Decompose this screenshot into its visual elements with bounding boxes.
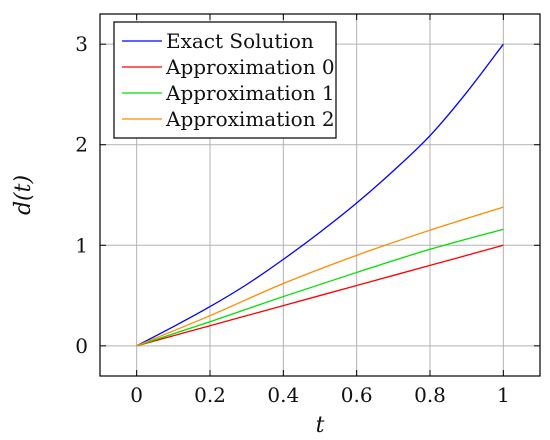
tick-marks <box>100 14 540 376</box>
x-tick-labels: 0 0.2 0.4 0.6 0.8 1 <box>130 383 509 407</box>
x-tick-label: 1 <box>497 383 510 407</box>
x-tick-label: 0.2 <box>194 383 226 407</box>
series-lines <box>136 43 504 347</box>
legend-label: Approximation 2 <box>165 107 335 131</box>
y-tick-label: 1 <box>75 233 88 257</box>
series-line-1 <box>136 244 504 347</box>
legend-label: Exact Solution <box>166 29 314 53</box>
x-tick-label: 0.6 <box>341 383 373 407</box>
legend-label: Approximation 1 <box>165 81 335 105</box>
legend-label: Approximation 0 <box>165 55 335 79</box>
y-tick-labels: 0 1 2 3 <box>75 32 88 358</box>
x-tick-label: 0.4 <box>267 383 299 407</box>
y-axis-title: d(t) <box>11 175 36 215</box>
y-tick-label: 0 <box>75 334 88 358</box>
y-tick-label: 2 <box>75 133 88 157</box>
x-tick-label: 0.8 <box>414 383 446 407</box>
series-line-0 <box>136 43 504 347</box>
x-axis-title: t <box>316 413 325 438</box>
x-tick-label: 0 <box>130 383 143 407</box>
series-line-3 <box>136 206 504 347</box>
plot-frame <box>99 13 541 377</box>
series-line-2 <box>136 228 504 347</box>
y-tick-label: 3 <box>75 32 88 56</box>
